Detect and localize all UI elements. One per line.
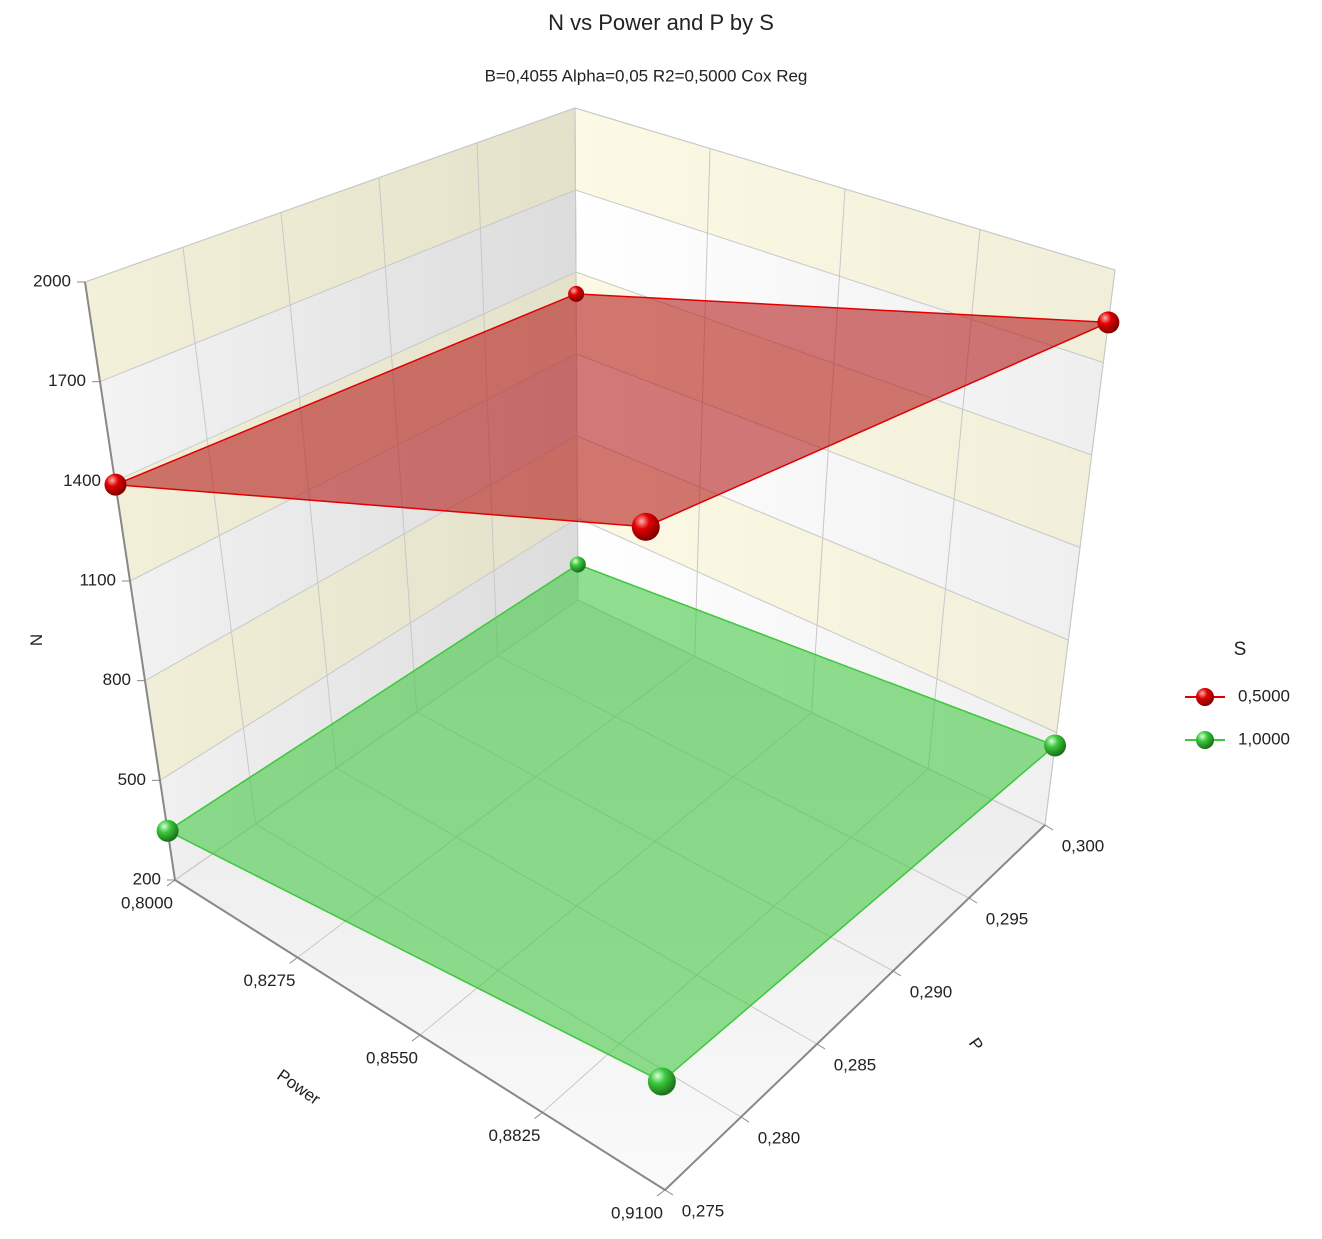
x-tick-label: 0,9100 xyxy=(611,1203,663,1222)
y-tick-label: 0,280 xyxy=(758,1128,801,1147)
tick-mark xyxy=(892,970,902,977)
data-point xyxy=(156,819,179,842)
wall-band xyxy=(85,108,576,382)
data-point xyxy=(647,1067,676,1096)
chart-subtitle: B=0,4055 Alpha=0,05 R2=0,5000 Cox Reg xyxy=(485,66,808,85)
legend-label: 0,5000 xyxy=(1238,686,1290,705)
z-tick-label: 1100 xyxy=(79,570,116,589)
y-tick-label: 0,285 xyxy=(834,1055,877,1074)
tick-mark xyxy=(664,1189,674,1196)
z-tick-label: 500 xyxy=(118,770,146,789)
y-tick-label: 0,295 xyxy=(986,909,1029,928)
x-axis-label: Power xyxy=(273,1066,324,1109)
x-tick-label: 0,8550 xyxy=(366,1048,418,1067)
data-point xyxy=(569,556,586,573)
legend-title: S xyxy=(1234,639,1247,660)
tick-mark xyxy=(289,957,298,964)
z-tick-label: 1700 xyxy=(48,371,86,390)
tick-mark xyxy=(740,1116,750,1123)
tick-mark xyxy=(816,1043,826,1050)
y-axis-label: P xyxy=(965,1034,987,1054)
wall-band xyxy=(575,108,1115,363)
data-point xyxy=(104,473,127,496)
tick-mark xyxy=(1044,824,1054,831)
legend-label: 1,0000 xyxy=(1238,729,1290,748)
x-tick-label: 0,8825 xyxy=(489,1126,541,1145)
y-tick-label: 0,290 xyxy=(910,982,953,1001)
wall-band xyxy=(577,436,1069,733)
data-point xyxy=(568,285,585,302)
tick-mark xyxy=(411,1034,421,1042)
z-tick-label: 2000 xyxy=(33,271,71,290)
z-axis-label: N xyxy=(27,634,46,646)
z-tick-label: 200 xyxy=(133,869,161,888)
y-tick-label: 0,300 xyxy=(1062,836,1105,855)
tick-mark xyxy=(656,1189,666,1197)
data-point xyxy=(1097,311,1120,334)
wall-band xyxy=(145,436,578,781)
legend-marker xyxy=(1196,731,1214,749)
y-tick-label: 0,275 xyxy=(682,1201,725,1220)
tick-mark xyxy=(534,1112,543,1119)
legend-marker xyxy=(1196,688,1214,706)
data-point xyxy=(631,512,660,541)
x-tick-label: 0,8000 xyxy=(121,893,173,912)
data-point xyxy=(1044,734,1067,757)
x-tick-label: 0,8275 xyxy=(244,971,296,990)
tick-mark xyxy=(968,897,978,904)
z-tick-label: 800 xyxy=(103,670,131,689)
chart-title: N vs Power and P by S xyxy=(548,10,774,35)
axis-line xyxy=(84,281,1046,1192)
tick-mark xyxy=(166,879,176,887)
z-tick-label: 1400 xyxy=(63,471,101,490)
